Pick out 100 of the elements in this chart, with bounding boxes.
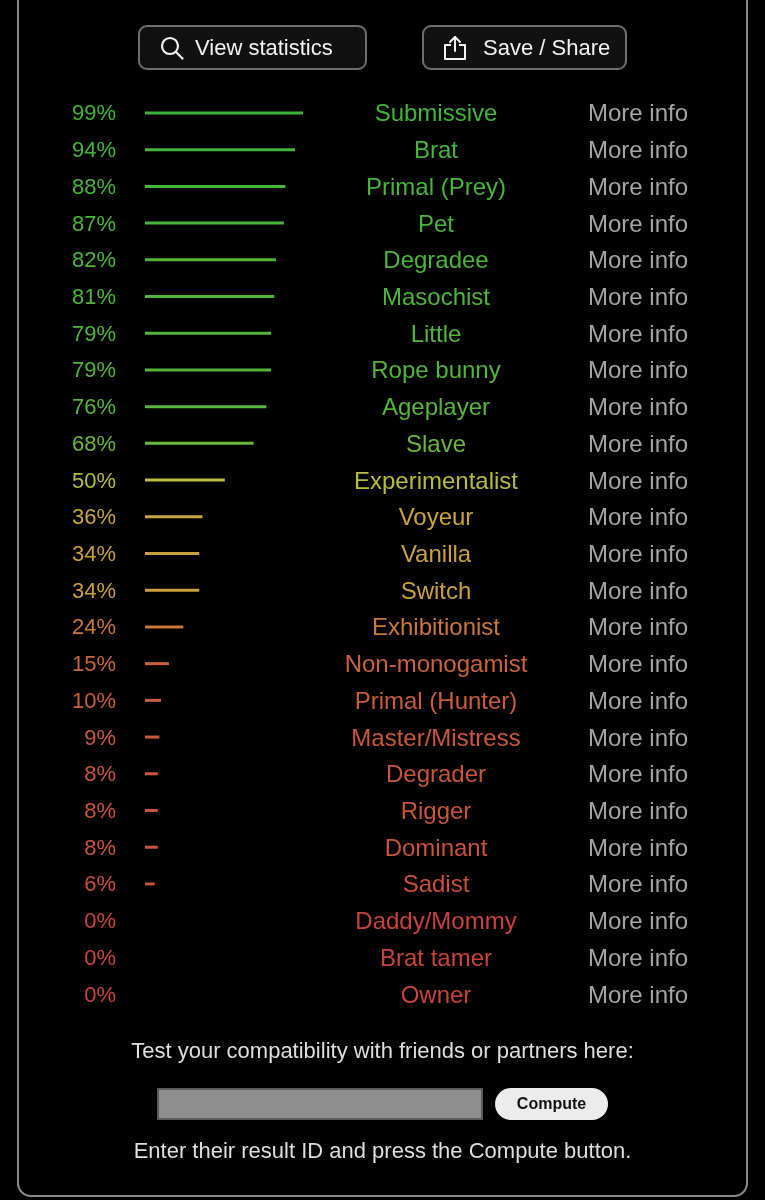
text: More info	[588, 796, 689, 824]
bar	[145, 111, 303, 115]
button[interactable]: Save / Share	[422, 25, 627, 70]
data-label: 0%	[84, 908, 116, 934]
y-tick-label: Primal (Hunter)	[354, 686, 518, 714]
bar	[145, 808, 158, 812]
y-tick-label: Primal (Prey)	[365, 172, 507, 200]
y-tick-label: Rope bunny	[371, 356, 501, 384]
y-tick-label: Masochist	[381, 283, 491, 311]
bar	[145, 184, 286, 188]
data-label: 34%	[71, 577, 116, 603]
bar	[145, 735, 160, 739]
text: More info	[588, 686, 689, 714]
data-label: 8%	[84, 797, 116, 823]
y-tick-label: Voyeur	[398, 503, 474, 531]
bar	[145, 258, 276, 262]
data-label: 79%	[71, 357, 116, 383]
data-label: 94%	[71, 137, 116, 163]
pill-button[interactable]: Compute	[495, 1088, 608, 1120]
y-tick-label: Brat	[413, 136, 459, 164]
text: More info	[588, 209, 689, 237]
bar	[145, 405, 267, 409]
bar	[145, 845, 158, 849]
data-label: 15%	[71, 651, 116, 677]
text: More info	[588, 393, 689, 421]
data-label: 0%	[84, 981, 116, 1007]
data-label: 9%	[84, 724, 116, 750]
data-label: 76%	[71, 394, 116, 420]
y-tick-label: Sadist	[402, 870, 470, 898]
y-tick-label: Owner	[400, 980, 472, 1008]
data-label: 8%	[84, 834, 116, 860]
bar	[145, 588, 200, 592]
bar	[145, 368, 272, 372]
data-label: 99%	[71, 100, 116, 126]
text: More info	[588, 833, 689, 861]
y-tick-label: Rigger	[400, 796, 472, 824]
text: More info	[588, 429, 689, 457]
bar	[145, 882, 155, 886]
y-tick-label: Degrader	[385, 760, 487, 788]
data-label: 50%	[71, 467, 116, 493]
y-tick-label: Non-monogamist	[344, 650, 528, 678]
button[interactable]: View statistics	[138, 25, 367, 70]
data-label: 87%	[71, 210, 116, 236]
bar	[145, 772, 158, 776]
bar	[145, 478, 225, 482]
bar	[145, 552, 200, 555]
y-tick-label: Pet	[417, 209, 455, 237]
bar	[145, 295, 275, 299]
y-tick-label: Switch	[400, 576, 472, 604]
text: More info	[588, 613, 689, 641]
y-tick-label: Submissive	[374, 99, 498, 127]
y-tick-label: Ageplayer	[381, 393, 491, 421]
text: More info	[588, 246, 689, 274]
text: More info	[588, 576, 689, 604]
text: More info	[588, 650, 689, 678]
text: More info	[588, 943, 689, 971]
data-label: 68%	[71, 430, 116, 456]
text: More info	[588, 99, 689, 127]
y-tick-label: Exhibitionist	[371, 613, 501, 641]
data-label: 10%	[71, 687, 116, 713]
bar	[145, 625, 184, 629]
bar	[145, 331, 272, 335]
y-tick-label: Little	[410, 319, 462, 347]
data-label: 82%	[71, 247, 116, 273]
bar	[145, 441, 254, 445]
text: More info	[588, 172, 689, 200]
data-label: 8%	[84, 761, 116, 787]
text: More info	[588, 466, 689, 494]
text: More info	[588, 136, 689, 164]
data-label: 81%	[71, 284, 116, 310]
data-label: 79%	[71, 320, 116, 346]
data-label: 36%	[71, 504, 116, 530]
y-tick-label: Slave	[405, 429, 467, 457]
text: More info	[588, 980, 689, 1008]
text: More info	[588, 907, 689, 935]
bar	[145, 698, 161, 702]
text: Enter their result ID and press the Compute button.	[132, 1138, 633, 1164]
text-field[interactable]	[157, 1088, 483, 1120]
text: More info	[588, 723, 689, 751]
text: More info	[588, 283, 689, 311]
text: More info	[588, 760, 689, 788]
y-tick-label: Degradee	[383, 246, 489, 274]
bar	[145, 148, 296, 152]
bar	[145, 221, 284, 225]
text: More info	[588, 540, 689, 567]
data-label: 34%	[71, 541, 116, 566]
y-tick-label: Brat tamer	[379, 943, 493, 971]
data-label: 6%	[84, 871, 116, 897]
data-label: 24%	[71, 614, 116, 640]
bar	[145, 515, 203, 519]
data-label: 0%	[84, 944, 116, 970]
y-tick-label: Dominant	[384, 833, 488, 861]
data-label: 88%	[71, 173, 116, 199]
y-tick-label: Vanilla	[400, 540, 472, 567]
text: More info	[588, 319, 689, 347]
y-tick-label: Daddy/Mommy	[355, 907, 517, 935]
text: Test your compatibility with friends or partners here:	[130, 1038, 635, 1064]
y-tick-label: Master/Mistress	[351, 723, 521, 751]
text: More info	[588, 870, 689, 898]
text: More info	[588, 503, 689, 531]
